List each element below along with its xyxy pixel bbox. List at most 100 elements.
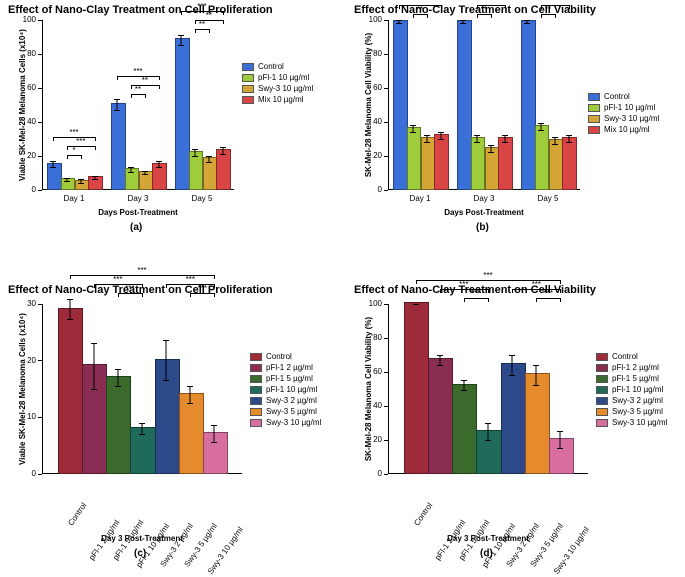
legend-label: pFl-1 5 µg/ml — [612, 374, 659, 383]
significance-leg — [536, 298, 537, 302]
bar — [88, 20, 101, 190]
error-cap — [142, 174, 148, 175]
y-axis-label: SK-Mel-28 Melanoma Cell Viability (%) — [364, 20, 373, 190]
significance-bracket — [190, 293, 214, 294]
y-tick — [38, 190, 42, 191]
significance-leg — [81, 155, 82, 159]
significance-label: ** — [206, 11, 212, 20]
significance-label: ** — [135, 85, 141, 94]
significance-leg — [560, 298, 561, 302]
bar — [407, 20, 420, 190]
significance-leg — [477, 5, 478, 9]
bar — [58, 304, 81, 474]
significance-leg — [413, 14, 414, 18]
bar — [111, 20, 124, 190]
significance-leg — [464, 298, 465, 302]
error-cap — [424, 135, 430, 136]
error-cap — [156, 167, 162, 168]
significance-leg — [223, 20, 224, 24]
legend-item: Mix 10 µg/ml — [242, 95, 313, 104]
error-cap — [220, 154, 226, 155]
error-cap — [91, 343, 97, 344]
bar — [535, 20, 548, 190]
subplot-label: (c) — [134, 548, 146, 559]
significance-bracket — [117, 76, 158, 77]
panel-d: Effect of Nano-Clay Treatment on Cell Vi… — [348, 282, 678, 572]
legend-label: pFl-1 10 µg/ml — [604, 103, 655, 112]
x-group-label: Day 5 — [170, 194, 234, 203]
error-cap — [461, 380, 467, 381]
bar-rect — [82, 364, 107, 474]
y-tick — [384, 338, 388, 339]
significance-label: *** — [113, 275, 122, 284]
bar-rect — [106, 376, 131, 474]
significance-leg — [488, 298, 489, 302]
significance-leg — [223, 11, 224, 15]
y-tick — [384, 372, 388, 373]
legend-item: pFl-1 10 µg/ml — [596, 385, 667, 394]
x-bar-label: Control — [412, 501, 434, 527]
bar — [139, 20, 152, 190]
error-cap — [64, 181, 70, 182]
legend-item: Swy-3 5 µg/ml — [250, 407, 321, 416]
legend-swatch — [588, 115, 600, 123]
legend-item: Swy-3 2 µg/ml — [596, 396, 667, 405]
significance-bracket — [512, 289, 560, 290]
significance-bracket — [118, 293, 142, 294]
legend-label: Swy-3 2 µg/ml — [266, 396, 317, 405]
error-cap — [211, 442, 217, 443]
error-bar — [69, 310, 70, 320]
error-cap — [220, 147, 226, 148]
error-bar — [512, 355, 513, 365]
legend-swatch — [250, 353, 262, 361]
legend-swatch — [588, 93, 600, 101]
significance-leg — [560, 289, 561, 293]
error-bar — [190, 386, 191, 395]
error-cap — [67, 319, 73, 320]
significance-leg — [190, 293, 191, 297]
bar-rect — [501, 363, 526, 474]
error-bar — [214, 426, 215, 435]
significance-bracket — [181, 11, 222, 12]
legend-swatch — [242, 74, 254, 82]
significance-leg — [541, 14, 542, 18]
error-cap — [438, 132, 444, 133]
significance-leg — [477, 14, 478, 18]
bar-rect — [525, 373, 550, 474]
significance-leg — [131, 94, 132, 98]
significance-label: ** — [488, 0, 494, 5]
error-cap — [114, 110, 120, 111]
significance-bracket — [440, 289, 488, 290]
significance-leg — [166, 284, 167, 288]
legend: ControlpFl-1 2 µg/mlpFl-1 5 µg/mlpFl-1 1… — [596, 352, 667, 429]
plot-area: 020406080100SK-Mel-28 Melanoma Cell Viab… — [388, 304, 588, 474]
y-tick — [38, 156, 42, 157]
legend-label: pFl-1 10 µg/ml — [612, 385, 663, 394]
x-bar-label: Control — [66, 501, 88, 527]
significance-leg — [440, 289, 441, 293]
error-cap — [502, 142, 508, 143]
significance-label: *** — [197, 2, 206, 11]
legend-label: Swy-3 10 µg/ml — [612, 418, 667, 427]
y-tick — [38, 304, 42, 305]
legend-label: Swy-3 10 µg/ml — [266, 418, 321, 427]
legend-swatch — [596, 386, 608, 394]
error-cap — [139, 434, 145, 435]
significance-leg — [53, 137, 54, 141]
error-cap — [424, 142, 430, 143]
error-cap — [552, 137, 558, 138]
legend-item: Control — [596, 352, 667, 361]
bar-rect — [476, 430, 501, 475]
bar — [501, 304, 524, 474]
significance-label: *** — [544, 289, 553, 298]
bar — [562, 20, 575, 190]
bar — [82, 304, 105, 474]
error-cap — [437, 355, 443, 356]
panel-c: Effect of Nano-Clay Treatment on Cell Pr… — [2, 282, 332, 572]
error-cap — [64, 178, 70, 179]
error-cap — [396, 23, 402, 24]
significance-bracket — [67, 155, 81, 156]
legend-item: pFl-1 2 µg/ml — [250, 363, 321, 372]
legend-item: Control — [250, 352, 321, 361]
error-cap — [206, 162, 212, 163]
